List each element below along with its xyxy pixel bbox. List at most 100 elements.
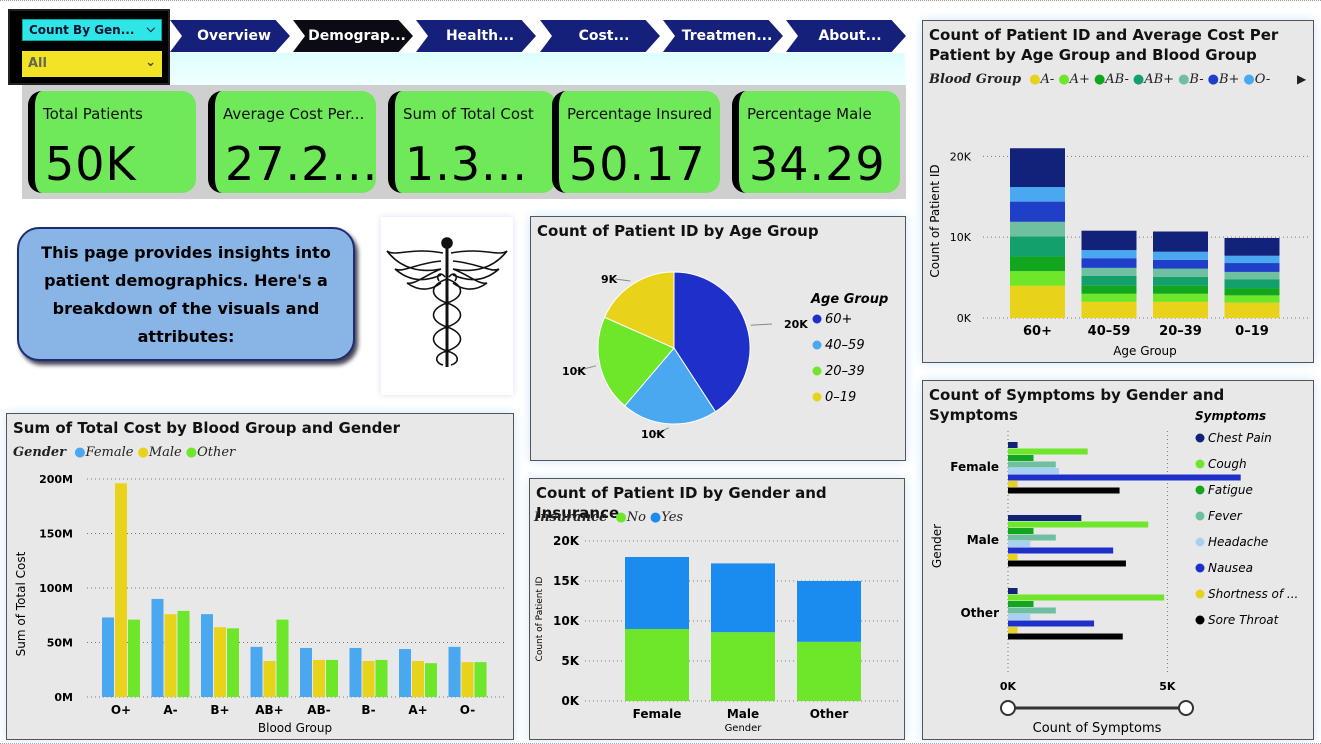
bar[interactable] [164, 614, 177, 697]
bar[interactable] [227, 628, 239, 697]
bar-segment[interactable] [1153, 259, 1208, 269]
slicer-field-dropdown[interactable]: Count By Gen... ⌵ [22, 19, 162, 41]
legend-label[interactable]: Fever [1208, 509, 1243, 523]
legend-item[interactable]: ●Yes [650, 510, 683, 525]
bar[interactable] [1008, 461, 1056, 468]
bar[interactable] [313, 659, 325, 697]
legend-item[interactable]: ●Other [186, 445, 236, 460]
bar[interactable] [362, 661, 375, 697]
bar[interactable] [1008, 554, 1018, 560]
bar[interactable] [263, 661, 276, 697]
legend-label[interactable]: Headache [1208, 535, 1268, 549]
bar-segment[interactable] [1224, 302, 1280, 318]
bar-segment[interactable] [1153, 285, 1208, 294]
bar[interactable] [1008, 521, 1149, 528]
bar[interactable] [474, 662, 487, 697]
legend-item[interactable]: ●A- [1029, 72, 1054, 87]
bar[interactable] [1008, 601, 1034, 607]
bar-segment[interactable] [1010, 187, 1065, 202]
bar-segment[interactable] [1224, 279, 1280, 289]
bar[interactable] [201, 614, 213, 697]
bar[interactable] [250, 646, 263, 697]
bar-segment[interactable] [1153, 293, 1208, 302]
bar[interactable] [128, 619, 140, 697]
bar-segment[interactable] [1224, 288, 1280, 296]
bar[interactable] [461, 662, 474, 697]
legend-label[interactable]: Cough [1208, 457, 1247, 471]
bar[interactable] [399, 649, 411, 697]
bar[interactable] [1008, 627, 1018, 633]
bar[interactable] [1008, 468, 1059, 474]
nav-tab-0[interactable]: Overview [170, 20, 290, 52]
legend-item[interactable]: ●AB+ [1133, 72, 1174, 87]
bar[interactable] [102, 617, 114, 697]
pie-slice[interactable] [624, 347, 717, 425]
legend-item[interactable]: ●O- [1243, 72, 1270, 87]
pie-slice[interactable] [603, 271, 675, 349]
legend-label[interactable]: Sore Throat [1208, 613, 1280, 627]
bar-segment[interactable] [1153, 268, 1208, 277]
bar-segment[interactable] [1010, 221, 1065, 237]
bar-segment[interactable] [1010, 201, 1065, 222]
bar[interactable] [1008, 541, 1031, 547]
bar[interactable] [1008, 515, 1082, 521]
bar-segment[interactable] [1153, 276, 1208, 286]
range-slider-handle[interactable] [1000, 700, 1016, 716]
nav-tab-1[interactable]: Demograp... [293, 20, 413, 52]
bar-segment[interactable] [1224, 263, 1280, 272]
bar[interactable] [1008, 481, 1018, 487]
bar[interactable] [1008, 442, 1018, 448]
bar[interactable] [375, 659, 388, 697]
bar-segment[interactable] [1153, 301, 1208, 318]
bar-segment[interactable] [1010, 285, 1065, 318]
bar[interactable] [276, 619, 289, 697]
legend-label[interactable]: 20–39 [825, 364, 865, 379]
bar-segment[interactable] [1010, 271, 1065, 286]
bar[interactable] [349, 647, 362, 697]
bar-segment[interactable] [1081, 258, 1137, 268]
bar-segment[interactable] [1153, 231, 1208, 252]
legend-item[interactable]: ●Male [137, 445, 181, 460]
legend-label[interactable]: 0–19 [825, 390, 856, 405]
bar[interactable] [177, 610, 190, 697]
legend-item[interactable]: ●A+ [1058, 72, 1090, 87]
legend-label[interactable]: 40–59 [825, 338, 865, 353]
bar-segment[interactable] [1081, 267, 1137, 276]
bar-segment[interactable] [711, 563, 775, 633]
bar[interactable] [151, 598, 164, 697]
bar[interactable] [1008, 448, 1088, 455]
bar[interactable] [1008, 620, 1095, 627]
bar-segment[interactable] [797, 581, 861, 642]
bar[interactable] [1008, 534, 1056, 541]
bar-segment[interactable] [1224, 295, 1280, 303]
bar-segment[interactable] [1010, 236, 1065, 257]
bar[interactable] [448, 646, 461, 697]
bar[interactable] [1008, 633, 1123, 640]
legend-item[interactable]: ●B+ [1208, 72, 1240, 87]
range-slider-handle[interactable] [1178, 700, 1194, 716]
bar[interactable] [1008, 588, 1018, 594]
legend-item[interactable]: ●No [615, 510, 646, 525]
bar[interactable] [326, 659, 338, 697]
bar[interactable] [1008, 594, 1165, 601]
bar-segment[interactable] [711, 632, 775, 701]
bar[interactable] [1008, 528, 1034, 534]
bar[interactable] [1008, 614, 1031, 620]
bar-segment[interactable] [797, 641, 861, 701]
bar-segment[interactable] [1081, 250, 1137, 259]
bar[interactable] [412, 661, 424, 697]
bar-segment[interactable] [1224, 255, 1280, 264]
legend-label[interactable]: Fatigue [1208, 483, 1253, 497]
nav-tab-3[interactable]: Cost... [540, 20, 660, 52]
bar-segment[interactable] [1153, 251, 1208, 260]
bar-segment[interactable] [1081, 275, 1137, 286]
bar-segment[interactable] [1081, 293, 1137, 302]
legend-item[interactable]: ●B- [1178, 72, 1204, 87]
slicer-value-dropdown[interactable]: All ⌄ [22, 51, 162, 77]
bar-segment[interactable] [625, 629, 689, 701]
bar-segment[interactable] [1224, 237, 1280, 256]
legend-next-icon[interactable]: ▶ [1297, 72, 1307, 86]
bar-segment[interactable] [1081, 285, 1137, 294]
bar-segment[interactable] [1010, 256, 1065, 272]
bar[interactable] [300, 647, 312, 697]
